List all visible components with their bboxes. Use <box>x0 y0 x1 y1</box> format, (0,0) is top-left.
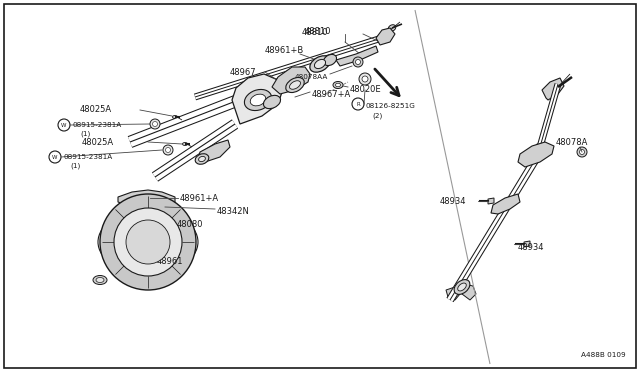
Ellipse shape <box>198 156 205 162</box>
Text: 48810: 48810 <box>301 28 328 36</box>
Circle shape <box>355 60 360 64</box>
Ellipse shape <box>388 25 396 31</box>
Circle shape <box>58 119 70 131</box>
Ellipse shape <box>264 95 280 109</box>
Ellipse shape <box>93 276 107 285</box>
Polygon shape <box>376 28 395 45</box>
Text: (1): (1) <box>70 163 80 169</box>
Ellipse shape <box>323 54 337 65</box>
Polygon shape <box>272 67 310 94</box>
Text: (1): (1) <box>80 131 90 137</box>
Ellipse shape <box>314 60 326 68</box>
Ellipse shape <box>285 77 304 93</box>
Circle shape <box>362 76 368 82</box>
Text: R: R <box>356 102 360 106</box>
Text: 48078AA: 48078AA <box>295 74 328 80</box>
Text: 48078A: 48078A <box>556 138 588 147</box>
Circle shape <box>166 148 170 153</box>
Polygon shape <box>518 142 554 167</box>
Circle shape <box>577 147 587 157</box>
Circle shape <box>359 73 371 85</box>
Polygon shape <box>462 284 476 300</box>
Text: (2): (2) <box>372 113 382 119</box>
Text: 48810: 48810 <box>305 26 332 35</box>
Text: 48967+A: 48967+A <box>312 90 351 99</box>
Polygon shape <box>446 287 460 300</box>
Text: 48025A: 48025A <box>82 138 114 147</box>
Polygon shape <box>491 194 520 214</box>
Ellipse shape <box>335 83 340 87</box>
Text: 08126-8251G: 08126-8251G <box>366 103 416 109</box>
Ellipse shape <box>182 142 188 145</box>
Ellipse shape <box>195 154 209 164</box>
Text: W: W <box>52 154 58 160</box>
Circle shape <box>100 194 196 290</box>
Text: 48961: 48961 <box>157 257 184 266</box>
Text: 48934: 48934 <box>440 196 467 205</box>
Text: 48934: 48934 <box>518 243 545 251</box>
Polygon shape <box>336 46 378 66</box>
Text: 48967: 48967 <box>230 67 257 77</box>
Text: W: W <box>61 122 67 128</box>
Polygon shape <box>232 74 282 124</box>
Ellipse shape <box>454 280 470 294</box>
Text: 48961+B: 48961+B <box>265 45 304 55</box>
Circle shape <box>353 57 363 67</box>
Ellipse shape <box>250 94 266 106</box>
Circle shape <box>152 122 157 126</box>
Polygon shape <box>488 198 494 204</box>
Circle shape <box>126 220 170 264</box>
Ellipse shape <box>310 56 330 72</box>
Ellipse shape <box>458 283 467 291</box>
Polygon shape <box>524 241 530 247</box>
Ellipse shape <box>173 115 177 119</box>
Text: 48020E: 48020E <box>350 84 381 93</box>
Circle shape <box>163 145 173 155</box>
Text: 48025A: 48025A <box>80 105 112 113</box>
Ellipse shape <box>96 278 104 282</box>
Polygon shape <box>532 144 548 160</box>
Ellipse shape <box>333 81 343 89</box>
Text: A488B 0109: A488B 0109 <box>581 352 626 358</box>
Ellipse shape <box>244 89 271 110</box>
Circle shape <box>352 98 364 110</box>
Ellipse shape <box>289 81 301 89</box>
Circle shape <box>579 150 584 154</box>
Text: 08915-2381A: 08915-2381A <box>63 154 112 160</box>
Polygon shape <box>118 190 175 209</box>
Circle shape <box>114 208 182 276</box>
Circle shape <box>49 151 61 163</box>
Polygon shape <box>128 200 168 210</box>
Text: 48342N: 48342N <box>217 206 250 215</box>
Text: 08915-2381A: 08915-2381A <box>72 122 121 128</box>
Polygon shape <box>542 78 564 100</box>
Circle shape <box>150 119 160 129</box>
Text: 48080: 48080 <box>177 219 204 228</box>
Text: 48961+A: 48961+A <box>180 193 219 202</box>
Polygon shape <box>198 140 230 162</box>
